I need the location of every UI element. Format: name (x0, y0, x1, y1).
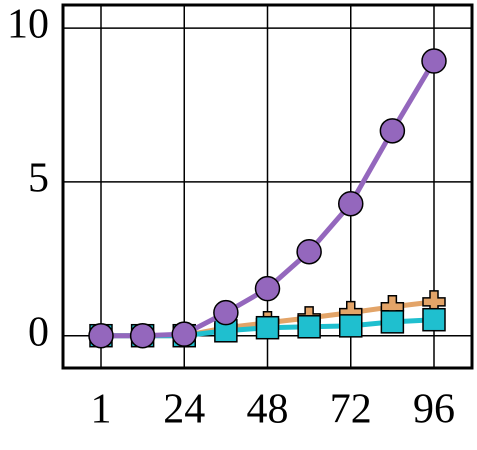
x-tick-label: 96 (413, 387, 455, 433)
marker (422, 307, 446, 332)
marker (296, 238, 322, 265)
x-tick-label: 1 (91, 387, 112, 433)
y-tick-label: 0 (28, 309, 49, 355)
y-tick-label: 5 (28, 156, 49, 202)
x-tick-label: 48 (247, 387, 289, 433)
marker (255, 315, 280, 340)
marker (380, 310, 405, 334)
marker (88, 322, 114, 349)
marker (297, 315, 321, 339)
marker (379, 118, 406, 144)
marker (213, 299, 239, 326)
marker (254, 275, 281, 302)
y-tick-label: 10 (7, 2, 49, 48)
marker (171, 321, 197, 347)
marker (421, 48, 447, 74)
plot-frame (61, 3, 474, 370)
marker (338, 190, 364, 217)
x-tick-label: 24 (163, 387, 205, 433)
marker (129, 322, 156, 349)
x-tick-label: 72 (330, 387, 372, 433)
marker (339, 314, 363, 338)
